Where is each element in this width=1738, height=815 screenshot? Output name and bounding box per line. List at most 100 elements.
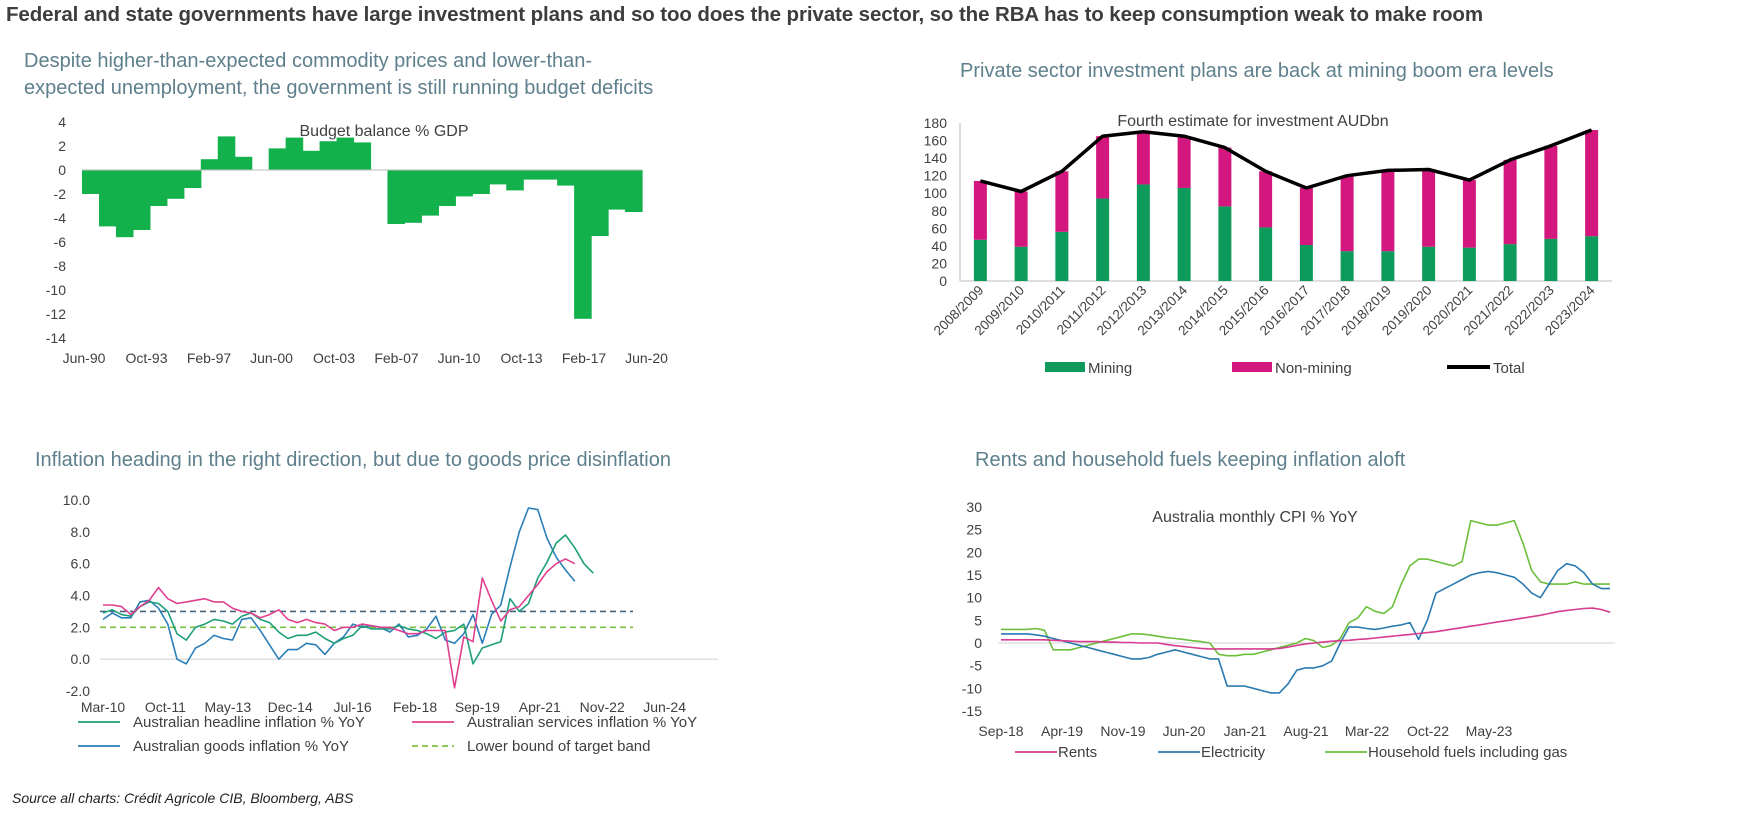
cpi-x-tick-5: Aug-21 (1283, 723, 1328, 739)
inflation-y-tick-6: -2.0 (66, 683, 90, 699)
investment-bar-mining-2022/2023 (1544, 238, 1558, 281)
budget-chart-title: Budget balance % GDP (300, 123, 469, 140)
cpi-y-tick-3: 15 (966, 567, 982, 583)
cpi-series-2 (1001, 519, 1610, 657)
investment-legend-label-0: Mining (1088, 360, 1132, 377)
budget-bar-2011-12 (438, 170, 456, 206)
investment-bar-mining-2016/2017 (1299, 245, 1313, 281)
investment-y-tick-0: 0 (939, 273, 947, 289)
budget-x-tick-0: Jun-90 (63, 350, 106, 366)
budget-x-tick-1: Oct-93 (125, 350, 167, 366)
investment-y-tick-6: 120 (924, 168, 948, 184)
investment-chart-title: Fourth estimate for investment AUDbn (1117, 113, 1388, 130)
budget-bar-2006-07 (353, 142, 372, 170)
inflation-x-tick-1: Oct-11 (145, 699, 186, 715)
investment-legend-swatch-1 (1232, 362, 1272, 372)
budget-bar-2001-02 (268, 148, 287, 170)
inflation-y-tick-5: 0.0 (71, 651, 91, 667)
investment-bar-nonmining-2011/2012 (1096, 136, 1110, 199)
inflation-y-tick-2: 6.0 (71, 556, 91, 572)
inflation-y-tick-0: 10.0 (63, 492, 90, 508)
inflation-x-tick-6: Sep-19 (455, 699, 500, 715)
cpi-y-tick-8: -10 (962, 680, 982, 696)
budget-bar-2009-10 (404, 170, 422, 223)
cpi-legend-label-0: Rents (1058, 744, 1097, 761)
investment-bar-nonmining-2017/2018 (1340, 175, 1354, 252)
budget-bar-2005-06 (336, 137, 355, 170)
investment-legend-swatch-0 (1045, 362, 1085, 372)
investment-y-tick-2: 40 (931, 238, 947, 254)
investment-bar-mining-2023/2024 (1585, 236, 1599, 281)
cpi-x-tick-8: May-23 (1466, 723, 1513, 739)
inflation-y-tick-1: 8.0 (71, 524, 91, 540)
investment-legend-label-2: Total (1493, 360, 1525, 377)
investment-total-line (979, 128, 1593, 194)
budget-y-tick-3: -2 (54, 186, 67, 202)
investment-bar-mining-2017/2018 (1340, 251, 1354, 281)
cpi-x-tick-2: Nov-19 (1100, 723, 1145, 739)
budget-bar-2013-14 (472, 170, 490, 194)
investment-bar-mining-2008/2009 (973, 239, 987, 281)
budget-bar-1997-98 (200, 159, 219, 170)
budget-x-tick-8: Feb-17 (562, 350, 607, 366)
budget-y-tick-1: 2 (58, 138, 66, 154)
budget-x-tick-4: Oct-03 (313, 350, 355, 366)
budget-bar-1990-91 (82, 170, 100, 194)
cpi-x-tick-1: Apr-19 (1041, 723, 1083, 739)
investment-y-tick-8: 160 (924, 133, 948, 149)
investment-bar-nonmining-2019/2020 (1422, 169, 1436, 247)
inflation-x-tick-8: Nov-22 (580, 699, 625, 715)
inflation-x-tick-5: Feb-18 (393, 699, 438, 715)
cpi-y-tick-7: -5 (970, 658, 983, 674)
budget-bar-1999-00 (234, 156, 253, 170)
investment-panel-title: Private sector investment plans are back… (960, 60, 1554, 82)
budget-bar-2002-03 (285, 137, 304, 170)
budget-bar-2019-20 (574, 170, 592, 319)
investment-y-tick-9: 180 (924, 115, 948, 131)
inflation-x-tick-0: Mar-10 (81, 699, 126, 715)
budget-y-tick-9: -14 (46, 330, 66, 346)
cpi-legend-label-1: Electricity (1201, 744, 1266, 761)
investment-bar-nonmining-2022/2023 (1544, 145, 1558, 239)
budget-bar-2020-21 (591, 170, 609, 236)
cpi-legend-label-2: Household fuels including gas (1368, 744, 1567, 761)
budget-bar-1991-92 (98, 170, 117, 227)
inflation-x-tick-7: Apr-21 (519, 699, 561, 715)
source-note: Source all charts: Crédit Agricole CIB, … (12, 790, 354, 806)
cpi-series-0 (1001, 607, 1611, 650)
inflation-series-1 (103, 558, 576, 689)
budget-x-tick-3: Jun-00 (250, 350, 293, 366)
budget-bar-1995-96 (166, 170, 185, 199)
budget-bar-2021-22 (608, 170, 626, 210)
inflation-legend-label-3: Lower bound of target band (467, 738, 650, 755)
budget-bar-2014-15 (489, 170, 507, 185)
budget-y-tick-7: -10 (46, 282, 66, 298)
cpi-x-tick-3: Jun-20 (1163, 723, 1206, 739)
investment-bar-mining-2015/2016 (1259, 227, 1273, 281)
budget-y-tick-5: -6 (54, 234, 67, 250)
budget-bar-1994-95 (149, 170, 168, 206)
budget-x-tick-6: Jun-10 (438, 350, 481, 366)
budget-bar-1998-99 (217, 136, 236, 170)
investment-y-tick-1: 20 (931, 255, 947, 271)
budget-bar-2004-05 (319, 141, 338, 170)
page-title: Federal and state governments have large… (6, 3, 1483, 26)
inflation-panel-title: Inflation heading in the right direction… (35, 449, 671, 471)
budget-y-tick-4: -4 (54, 210, 67, 226)
inflation-legend-label-1: Australian services inflation % YoY (467, 714, 697, 731)
cpi-y-tick-5: 5 (974, 612, 982, 628)
investment-y-tick-7: 140 (924, 150, 948, 166)
cpi-y-tick-9: -15 (962, 703, 982, 719)
inflation-x-tick-4: Jul-16 (334, 699, 372, 715)
budget-panel-title: Despite higher-than-expected commodity p… (24, 48, 653, 102)
investment-bar-mining-2018/2019 (1381, 251, 1395, 281)
budget-bar-2016-17 (523, 170, 541, 180)
budget-x-tick-5: Feb-07 (374, 350, 419, 366)
budget-bar-2015-16 (506, 170, 524, 191)
investment-y-tick-5: 100 (924, 185, 948, 201)
budget-bar-1993-94 (132, 170, 151, 230)
inflation-x-tick-3: Dec-14 (268, 699, 313, 715)
